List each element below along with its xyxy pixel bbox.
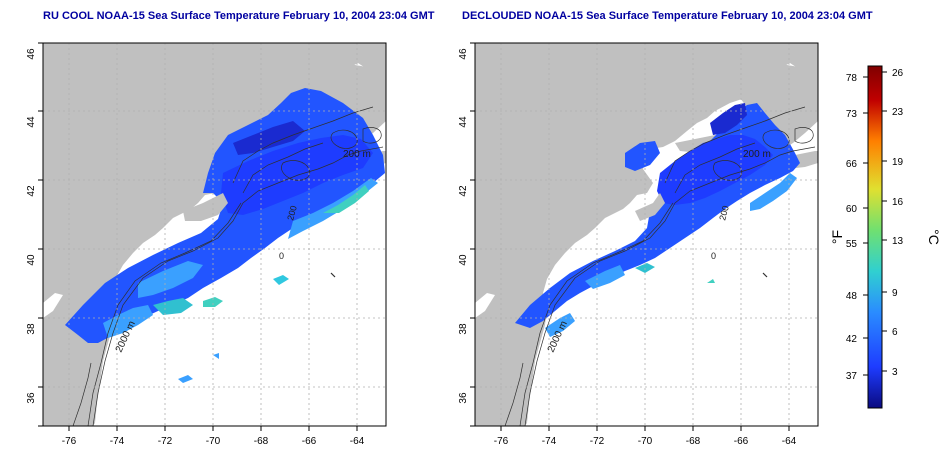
colorbar-f-tick-55: 55 [846, 239, 858, 250]
colorbar-f-tick-60: 60 [846, 204, 858, 215]
colorbar-c-tick-3: 3 [892, 367, 898, 378]
panel1-sst-field [65, 88, 385, 383]
colorbar-f-tick-48: 48 [846, 291, 858, 302]
panel1-title: RU COOL NOAA-15 Sea Surface Temperature … [43, 10, 435, 22]
colorbar-f-tick-78: 78 [846, 73, 858, 84]
panel2-contour-label-200m: 200 m [743, 149, 771, 160]
panel1-lon-76: -76 [62, 436, 77, 447]
panel1-lon-74: -74 [110, 436, 125, 447]
colorbar-c-tick-9: 9 [892, 288, 898, 299]
panel1-lon-66: -66 [302, 436, 317, 447]
colorbar-c-tick-23: 23 [892, 107, 904, 118]
panel2-map: 2000 m 200 m 200 0 [474, 42, 819, 427]
panel2-lon-74: -74 [542, 436, 557, 447]
panel2-lon-68: -68 [686, 436, 701, 447]
panel2-lat-36: 36 [458, 392, 469, 404]
colorbar-f-tick-73: 73 [846, 109, 858, 120]
panel2-lon-76: -76 [494, 436, 509, 447]
panel1-lon-68: -68 [254, 436, 269, 447]
panel1-contour-label-200: 200 [285, 204, 299, 221]
panel1-map: 2000 m 200 m 200 0 [42, 42, 387, 427]
panel1-lon-72: -72 [158, 436, 173, 447]
panel1-y-axis: 36 38 40 42 44 46 [26, 42, 43, 427]
panel2-title: DECLOUDED NOAA-15 Sea Surface Temperatur… [462, 10, 873, 22]
panel1-lon-64: -64 [350, 436, 365, 447]
panel2-y-axis: 36 38 40 42 44 46 [458, 42, 475, 427]
panel2-lat-40: 40 [458, 254, 469, 266]
panel1-lon-70: -70 [206, 436, 221, 447]
colorbar-c-tick-13: 13 [892, 236, 904, 247]
panel2-lon-72: -72 [590, 436, 605, 447]
panel1-lat-46: 46 [26, 48, 37, 60]
colorbar-f-tick-42: 42 [846, 334, 858, 345]
colorbar-c-label: °C [926, 229, 942, 245]
panel2-lon-66: -66 [734, 436, 749, 447]
panel1-contour-label-200m: 200 m [343, 149, 371, 160]
colorbar-f-tick-37: 37 [846, 371, 858, 382]
colorbar: 78 73 66 60 55 48 42 37 26 23 19 16 13 9… [829, 65, 942, 409]
panel2-sst-field [515, 103, 800, 337]
colorbar-c-tick-26: 26 [892, 68, 904, 79]
panel1-lat-38: 38 [26, 323, 37, 335]
colorbar-gradient [867, 65, 883, 409]
colorbar-f-label: °F [829, 230, 845, 244]
panel1-x-axis: -76 -74 -72 -70 -68 -66 -64 [62, 426, 365, 447]
panel1-lat-44: 44 [26, 116, 37, 128]
panel1-lat-42: 42 [26, 185, 37, 197]
colorbar-f-tick-66: 66 [846, 159, 858, 170]
panel2-contour-label-0: 0 [711, 251, 716, 261]
panel2-lon-64: -64 [782, 436, 797, 447]
panel2-contour-label-200: 200 [717, 204, 731, 221]
panel2-lon-70: -70 [638, 436, 653, 447]
colorbar-c-tick-19: 19 [892, 157, 904, 168]
panel1-lat-36: 36 [26, 392, 37, 404]
panel1-contour-label-0: 0 [279, 251, 284, 261]
panel2-lat-44: 44 [458, 116, 469, 128]
colorbar-c-tick-16: 16 [892, 197, 904, 208]
panel2-lat-42: 42 [458, 185, 469, 197]
colorbar-c-tick-6: 6 [892, 327, 898, 338]
panel2-lat-46: 46 [458, 48, 469, 60]
panel2-lat-38: 38 [458, 323, 469, 335]
panel2-x-axis: -76 -74 -72 -70 -68 -66 -64 [494, 426, 797, 447]
panel1-lat-40: 40 [26, 254, 37, 266]
